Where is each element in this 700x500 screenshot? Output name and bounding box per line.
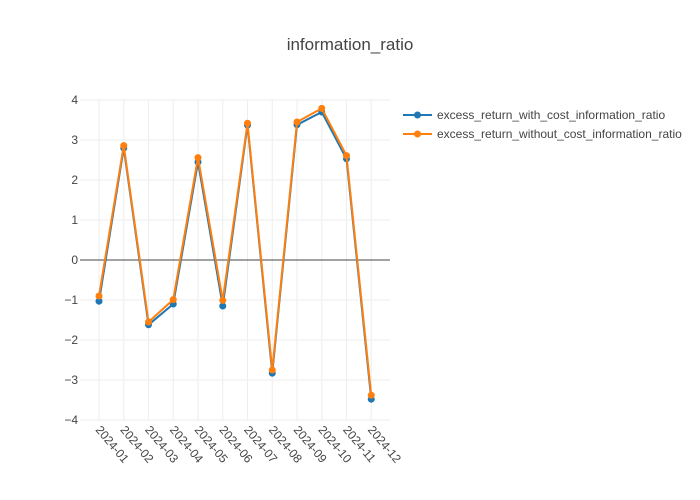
data-point[interactable] [169,296,177,304]
series-1 [95,108,375,403]
x-axis-ticks: 2024-012024-022024-032024-042024-052024-… [93,423,404,466]
series-line [98,107,373,396]
legend-swatch-marker [414,130,421,138]
chart-title: information_ratio [287,35,414,54]
data-point[interactable] [145,318,152,326]
y-tick-label: −2 [64,333,78,347]
data-point[interactable] [120,142,128,150]
data-point[interactable] [219,302,227,310]
series-2 [95,104,375,399]
y-tick-label: −1 [64,293,78,307]
y-tick-label: −3 [64,373,78,387]
data-point[interactable] [194,154,202,162]
y-tick-label: 4 [71,93,78,107]
legend-item[interactable]: excess_return_without_cost_information_r… [403,127,682,141]
data-point[interactable] [95,297,103,305]
data-point[interactable] [293,118,301,126]
grid [80,99,390,421]
legend-item[interactable]: excess_return_with_cost_information_rati… [403,108,665,122]
y-axis-ticks: 4 3 2 1 0 −1 −2 −3 −4 [64,93,78,427]
y-tick-label: −4 [64,413,78,427]
y-tick-label: 2 [71,173,78,187]
series-layer [95,104,375,403]
data-point[interactable] [95,292,103,300]
data-point[interactable] [268,366,276,374]
legend-label: excess_return_without_cost_information_r… [437,127,682,141]
legend-label: excess_return_with_cost_information_rati… [437,108,665,122]
y-tick-label: 1 [71,213,78,227]
y-tick-label: 3 [71,133,78,147]
legend-swatch-marker [414,111,421,119]
data-point[interactable] [244,119,251,127]
data-point[interactable] [343,152,350,160]
data-point[interactable] [219,296,227,304]
data-point[interactable] [318,104,326,112]
legend[interactable]: excess_return_with_cost_information_rati… [403,108,682,141]
data-point[interactable] [367,391,375,399]
y-tick-label: 0 [71,253,78,267]
